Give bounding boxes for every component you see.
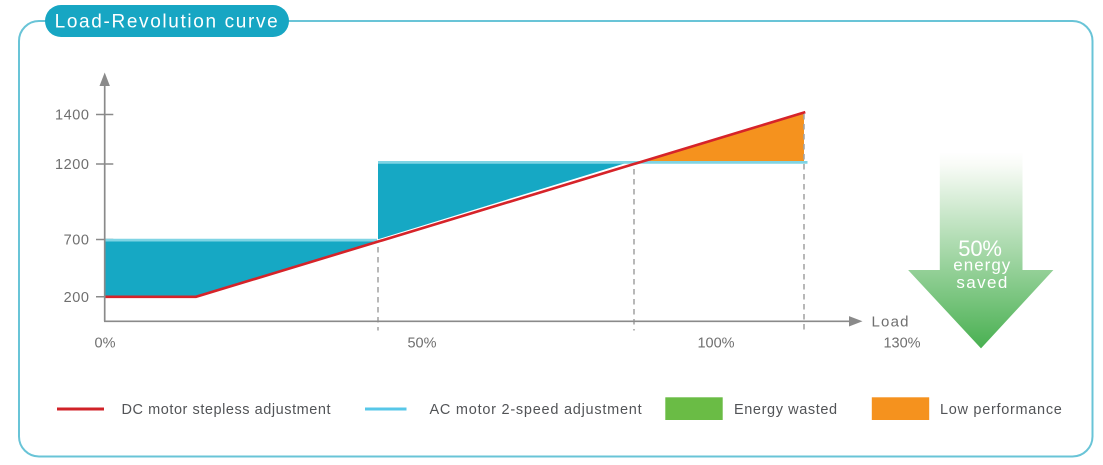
svg-text:130%: 130% xyxy=(883,336,920,352)
svg-text:Low performance: Low performance xyxy=(940,402,1063,418)
svg-text:energy: energy xyxy=(953,255,1011,274)
svg-text:DC motor stepless adjustment: DC motor stepless adjustment xyxy=(122,402,332,418)
svg-text:Energy wasted: Energy wasted xyxy=(734,402,838,418)
svg-text:0%: 0% xyxy=(95,336,116,352)
svg-text:saved: saved xyxy=(956,273,1008,292)
svg-text:1400: 1400 xyxy=(55,108,89,124)
svg-text:AC motor 2-speed adjustment: AC motor 2-speed adjustment xyxy=(430,402,643,418)
svg-text:50%: 50% xyxy=(958,236,1001,261)
svg-text:Load-Revolution curve: Load-Revolution curve xyxy=(55,12,280,33)
svg-text:Load: Load xyxy=(872,313,910,330)
svg-text:100%: 100% xyxy=(697,336,734,352)
svg-text:700: 700 xyxy=(64,233,90,249)
svg-text:1200: 1200 xyxy=(55,157,89,173)
svg-text:200: 200 xyxy=(64,290,90,306)
svg-text:50%: 50% xyxy=(407,336,436,352)
